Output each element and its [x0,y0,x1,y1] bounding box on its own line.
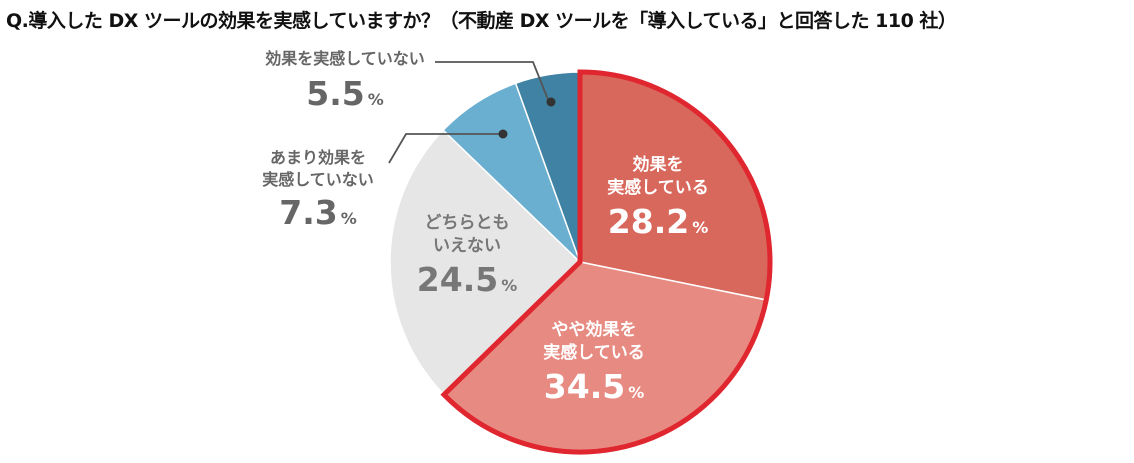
leader-line-4 [435,61,550,103]
slice-label-0-line-1: 実感している [607,177,709,198]
slice-label-3-line-0: あまり効果を [270,148,366,167]
slice-label-1-line-1: 実感している [543,342,645,363]
leader-line-3 [388,133,503,164]
slice-label-3-line-1: 実感していない [262,170,374,189]
pie-slice-2 [389,129,582,396]
leader-dot-4 [546,97,556,107]
slice-unit-4: % [368,90,384,109]
slice-value-4: 5.5% [306,74,384,113]
slice-label-4-line-0: 効果を実感していない [265,49,425,68]
leader-lines [388,61,556,164]
slice-label-0-line-0: 効果を [633,154,684,175]
leader-dot-3 [498,129,508,139]
chart-title: Q.導入した DX ツールの効果を実感していますか？（不動産 DX ツールを「導… [6,10,957,32]
slice-unit-2: % [501,276,517,295]
slice-unit-0: % [692,218,708,237]
highlight-path [440,69,773,455]
slice-value-3: 7.3% [279,193,357,232]
slice-unit-3: % [341,209,357,228]
slice-unit-1: % [628,383,644,402]
highlight-outline [440,69,773,455]
slice-label-1-line-0: やや効果を [552,319,637,340]
slice-label-2-line-1: いえない [433,236,501,256]
slice-label-2-line-0: どちらとも [425,213,510,233]
